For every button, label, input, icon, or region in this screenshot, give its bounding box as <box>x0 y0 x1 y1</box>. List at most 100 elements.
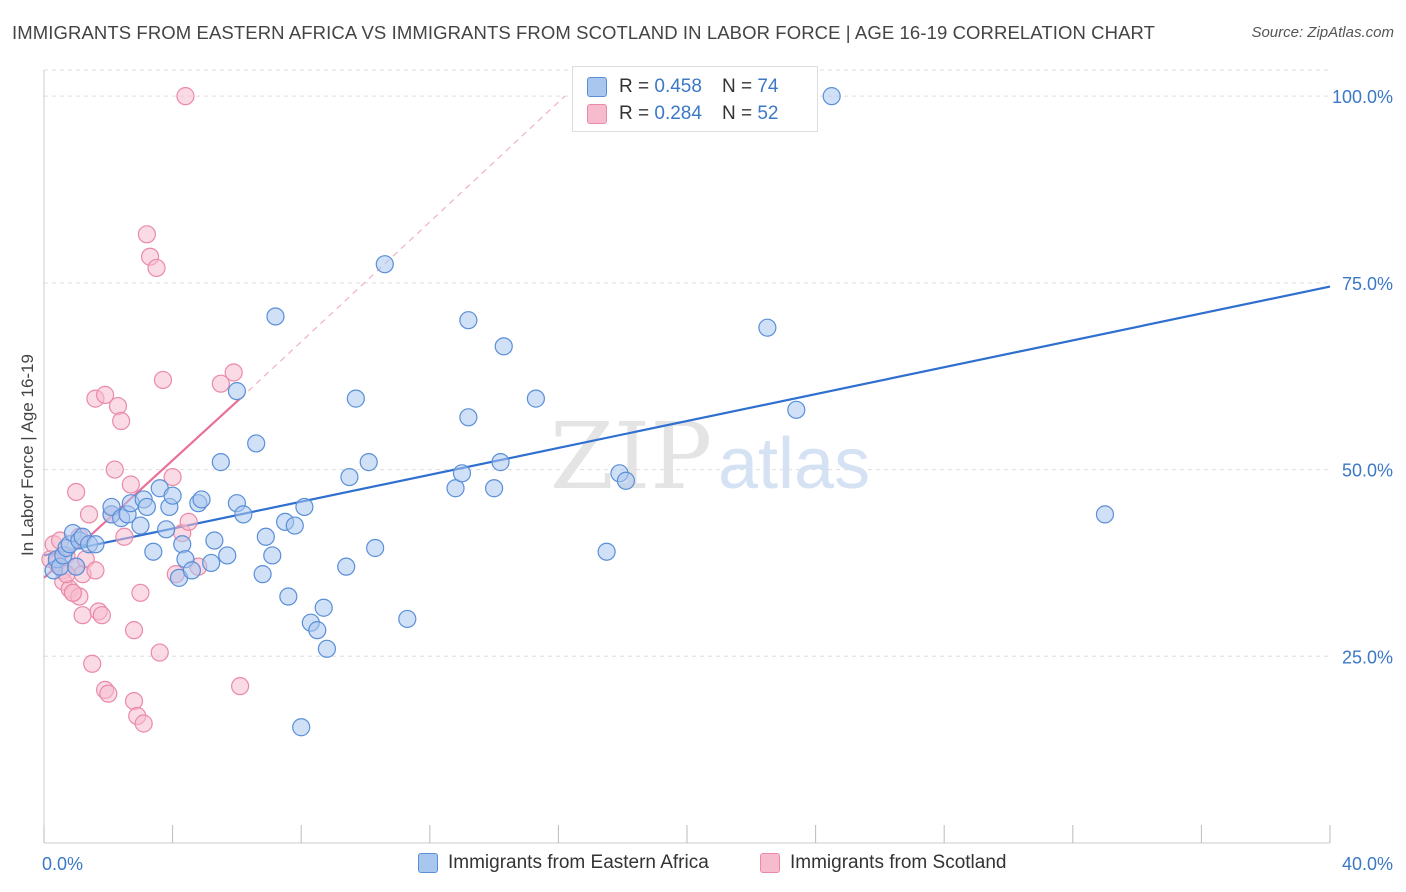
legend-n-label: N = <box>721 76 753 97</box>
x-tick-label-max: 40.0% <box>1342 854 1393 874</box>
y-tick-label: 75.0% <box>1342 274 1393 294</box>
point-scotland <box>112 411 131 431</box>
legend-n-value: 74 <box>757 76 779 97</box>
point-eastern-africa <box>346 389 365 408</box>
bottom-legend-label: Immigrants from Eastern Africa <box>448 852 709 873</box>
point-eastern-africa <box>292 718 311 737</box>
legend-n-label: N = <box>721 103 753 124</box>
axes <box>43 70 1331 844</box>
point-scotland <box>163 467 182 487</box>
point-eastern-africa <box>459 408 478 427</box>
legend-swatch-pink <box>587 104 607 124</box>
legend-r-value: 0.284 <box>654 103 702 124</box>
point-eastern-africa <box>263 546 282 565</box>
point-eastern-africa <box>266 307 285 326</box>
point-eastern-africa <box>616 471 636 490</box>
point-eastern-africa <box>253 565 272 584</box>
legend-swatch-blue <box>587 77 607 97</box>
point-eastern-africa <box>86 535 105 554</box>
point-eastern-africa <box>205 531 224 550</box>
y-tick-label: 25.0% <box>1342 647 1393 667</box>
legend-r-value: 0.458 <box>654 76 702 97</box>
point-scotland <box>115 527 134 546</box>
point-eastern-africa <box>218 546 237 565</box>
point-scotland <box>224 363 243 382</box>
y-tick-label: 50.0% <box>1342 461 1393 481</box>
point-eastern-africa <box>279 587 298 606</box>
point-eastern-africa <box>137 497 156 517</box>
legend-row-scotland: R = 0.284 N = 52 <box>587 101 778 127</box>
point-scotland <box>131 583 150 602</box>
point-scotland <box>137 225 156 244</box>
point-eastern-africa <box>182 561 201 580</box>
point-eastern-africa <box>822 87 841 106</box>
point-scotland <box>99 684 118 703</box>
point-eastern-africa <box>308 621 327 640</box>
point-scotland <box>67 482 86 502</box>
point-scotland <box>105 460 124 479</box>
point-eastern-africa <box>597 542 616 561</box>
point-eastern-africa <box>459 311 478 330</box>
point-eastern-africa <box>337 557 356 576</box>
point-scotland <box>73 606 92 625</box>
point-eastern-africa <box>67 557 86 576</box>
legend-row-eastern-africa: R = 0.458 N = 74 <box>587 74 778 100</box>
point-scotland <box>179 512 198 531</box>
trend-line-scotland-extension <box>239 95 566 400</box>
legend-n-value: 52 <box>757 103 779 124</box>
point-scotland <box>150 643 169 662</box>
source-label: Source: ZipAtlas.com <box>1251 24 1394 41</box>
point-scotland <box>153 370 173 390</box>
trend-line-eastern-africa <box>43 285 1331 557</box>
point-eastern-africa <box>295 497 314 517</box>
point-eastern-africa <box>491 453 510 472</box>
point-scotland <box>108 396 128 416</box>
chart-title: IMMIGRANTS FROM EASTERN AFRICA VS IMMIGR… <box>12 22 1156 43</box>
point-scotland <box>79 505 99 524</box>
point-eastern-africa <box>227 382 246 401</box>
legend-r-label: R = <box>619 76 650 97</box>
point-scotland <box>124 621 144 640</box>
bottom-legend-swatch-pink <box>760 853 780 873</box>
bottom-legend-eastern-africa: Immigrants from Eastern Africa <box>418 852 709 874</box>
bottom-legend-label: Immigrants from Scotland <box>790 852 1007 873</box>
point-eastern-africa <box>163 486 182 505</box>
point-scotland <box>121 475 140 494</box>
point-eastern-africa <box>452 464 472 483</box>
point-eastern-africa <box>247 434 266 453</box>
data-points <box>41 87 1115 737</box>
point-scotland <box>86 561 105 580</box>
point-eastern-africa <box>317 639 337 658</box>
point-eastern-africa <box>202 553 221 573</box>
point-eastern-africa <box>192 490 211 509</box>
point-eastern-africa <box>359 453 378 472</box>
point-eastern-africa <box>787 400 806 419</box>
point-scotland <box>134 714 153 733</box>
point-eastern-africa <box>234 505 253 524</box>
point-scotland <box>176 87 195 106</box>
point-eastern-africa <box>526 389 545 408</box>
point-eastern-africa <box>398 609 417 629</box>
point-eastern-africa <box>157 520 176 539</box>
point-eastern-africa <box>340 467 359 487</box>
grid-lines <box>44 69 1330 657</box>
point-eastern-africa <box>256 527 275 546</box>
watermark-atlas: atlas <box>718 424 870 504</box>
point-eastern-africa <box>375 255 394 274</box>
bottom-legend-swatch-blue <box>418 853 438 873</box>
point-eastern-africa <box>494 337 513 356</box>
correlation-legend: R = 0.458 N = 74 R = 0.284 N = 52 <box>572 66 818 132</box>
y-axis-label: In Labor Force | Age 16-19 <box>18 354 37 556</box>
point-scotland <box>92 606 111 625</box>
point-eastern-africa <box>758 318 777 337</box>
point-eastern-africa <box>1095 505 1115 524</box>
y-tick-label: 100.0% <box>1332 87 1393 107</box>
point-eastern-africa <box>211 453 230 472</box>
point-scotland <box>63 583 83 602</box>
watermark: ZIP atlas <box>550 403 870 510</box>
point-scotland <box>124 691 144 711</box>
point-scotland <box>231 677 250 696</box>
point-eastern-africa <box>366 538 385 558</box>
x-tick-label-min: 0.0% <box>42 854 83 874</box>
point-eastern-africa <box>485 479 504 498</box>
